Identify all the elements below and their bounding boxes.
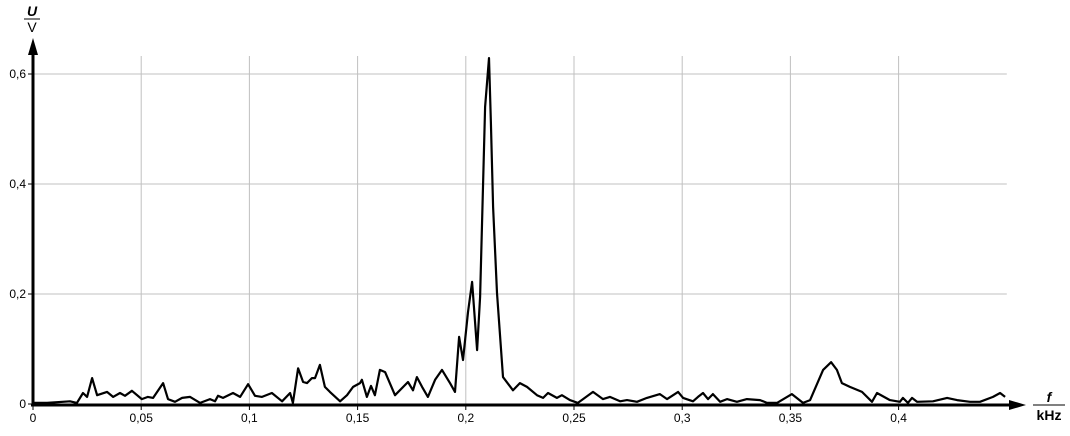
y-tick-label: 0,4 [9, 177, 26, 191]
y-tick-label: 0,6 [9, 67, 26, 81]
x-axis-ticks: 0 0,05 0,1 0,15 0,2 0,25 0,3 0,35 0,4 [30, 404, 907, 425]
x-tick-label: 0,4 [890, 411, 907, 425]
x-tick-label: 0,05 [130, 411, 154, 425]
y-tick-label: 0,2 [9, 287, 26, 301]
y-axis-ticks: 0 0,2 0,4 0,6 [9, 67, 33, 411]
x-tick-label: 0,1 [241, 411, 258, 425]
x-tick-label: 0 [30, 411, 37, 425]
x-tick-label: 0,3 [674, 411, 691, 425]
x-tick-label: 0,25 [562, 411, 586, 425]
x-axis-unit: kHz [1037, 407, 1062, 423]
y-axis-quantity: U [27, 3, 38, 19]
grid [33, 56, 1007, 404]
y-axis-arrow [28, 38, 38, 55]
series-line [33, 57, 1006, 404]
x-tick-label: 0,35 [779, 411, 803, 425]
x-tick-label: 0,2 [457, 411, 474, 425]
x-axis-arrow [1009, 400, 1026, 410]
x-tick-label: 0,15 [346, 411, 370, 425]
y-axis-unit: V [27, 19, 37, 35]
y-tick-label: 0 [19, 397, 26, 411]
x-axis-quantity: f [1047, 389, 1053, 405]
